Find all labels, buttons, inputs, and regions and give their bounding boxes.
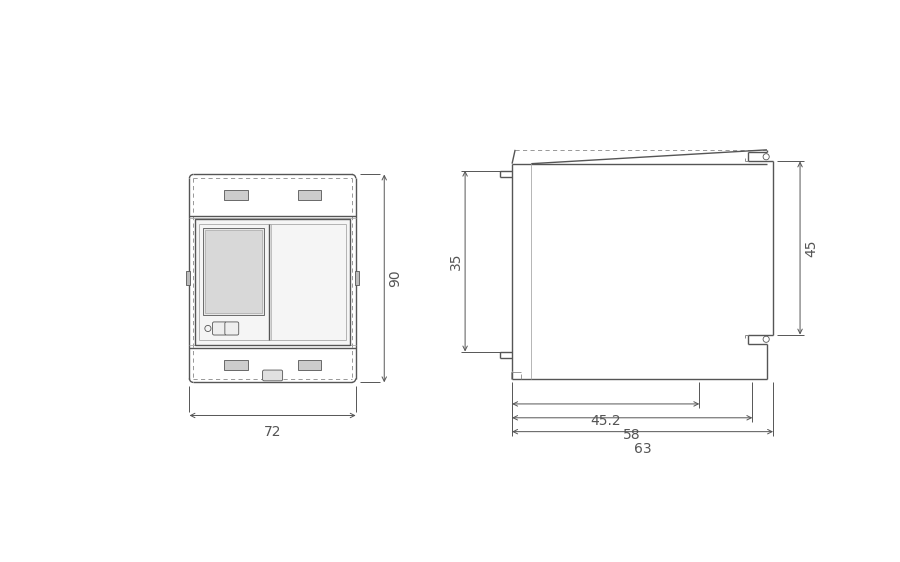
Bar [298,191,320,200]
FancyBboxPatch shape [225,322,238,335]
Text: 45.2: 45.2 [590,414,621,428]
Text: 72: 72 [264,425,282,439]
Bar [355,271,359,285]
Bar [205,230,262,313]
Text: 35: 35 [449,252,463,270]
Text: 63: 63 [634,442,652,456]
Bar [202,228,264,315]
FancyBboxPatch shape [212,322,227,335]
Bar [298,360,320,370]
Bar [194,219,350,345]
Bar [224,360,248,370]
Text: 45: 45 [804,239,818,257]
Text: 58: 58 [624,428,641,442]
Bar [186,271,190,285]
Bar [224,191,248,200]
Text: 90: 90 [388,270,402,287]
FancyBboxPatch shape [263,370,283,381]
